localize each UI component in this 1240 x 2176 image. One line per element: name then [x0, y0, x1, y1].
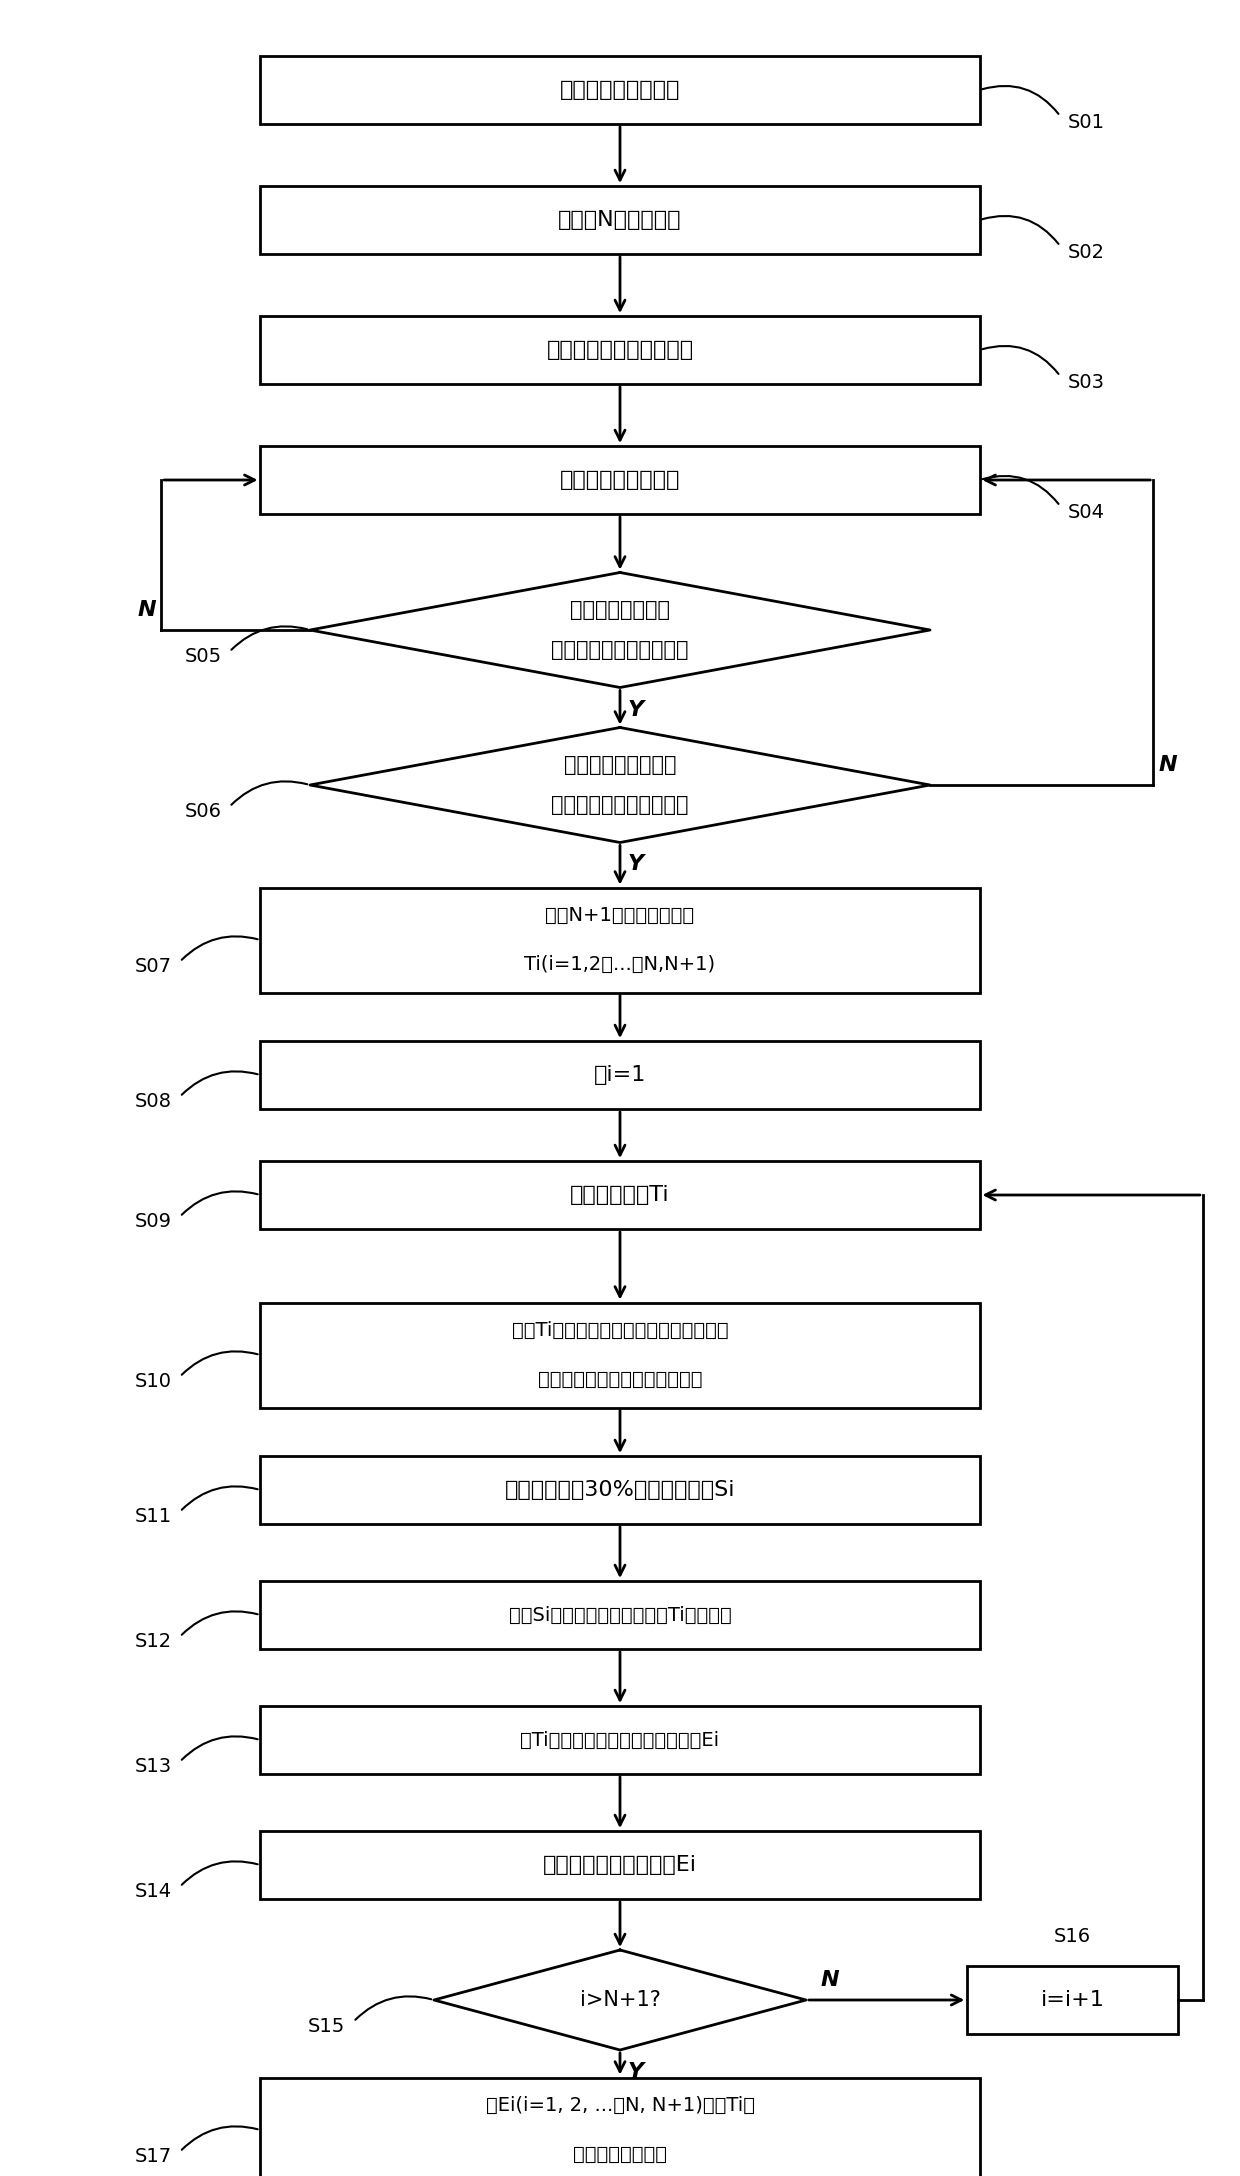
- Bar: [260, 57, 980, 124]
- Text: Y: Y: [627, 2063, 644, 2082]
- Text: 由Ei(i=1, 2, ...，N, N+1)完成Ti，: 由Ei(i=1, 2, ...，N, N+1)完成Ti，: [486, 2095, 754, 2115]
- Polygon shape: [434, 1950, 806, 2050]
- Bar: [260, 1830, 980, 1900]
- Text: S02: S02: [1068, 244, 1105, 261]
- Text: 确定型腔区域和型芯区域: 确定型腔区域和型芯区域: [547, 339, 693, 359]
- Text: 划分至同一子设计任务？: 划分至同一子设计任务？: [552, 794, 688, 816]
- Polygon shape: [310, 572, 930, 688]
- Text: Y: Y: [627, 855, 644, 875]
- Bar: [260, 1706, 980, 1773]
- Bar: [260, 888, 980, 992]
- Text: S11: S11: [135, 1506, 172, 1525]
- Bar: [260, 1303, 980, 1408]
- Text: N: N: [821, 1969, 839, 1991]
- Text: 计算Ti与细粒度历史设计数据库中每条记: 计算Ti与细粒度历史设计数据库中每条记: [512, 1321, 728, 1340]
- Text: Ti(i=1,2，...，N,N+1): Ti(i=1,2，...，N,N+1): [525, 955, 715, 973]
- Bar: [260, 185, 980, 255]
- Text: 划分为一个子设计任务？: 划分为一个子设计任务？: [552, 640, 688, 659]
- Text: S17: S17: [135, 2146, 172, 2165]
- Bar: [260, 1582, 980, 1649]
- Text: 确定模具主脱模方向: 确定模具主脱模方向: [559, 81, 681, 100]
- Polygon shape: [310, 727, 930, 842]
- Text: S05: S05: [185, 646, 222, 666]
- Text: S01: S01: [1068, 113, 1105, 133]
- Text: 设计任务子模块划分: 设计任务子模块划分: [559, 470, 681, 490]
- Text: 录间的任务相似度并按降序排序: 录间的任务相似度并按降序排序: [538, 1369, 702, 1388]
- Text: N: N: [138, 601, 156, 620]
- Text: S10: S10: [135, 1371, 172, 1390]
- Bar: [967, 1965, 1178, 2035]
- Bar: [260, 2078, 980, 2176]
- Text: 取排序后的前30%得到记录集合Si: 取排序后的前30%得到记录集合Si: [505, 1480, 735, 1499]
- Text: S09: S09: [135, 1212, 172, 1232]
- Text: Y: Y: [627, 698, 644, 720]
- Text: S13: S13: [135, 1756, 172, 1776]
- Text: S16: S16: [1054, 1928, 1091, 1945]
- Bar: [260, 446, 980, 514]
- Text: S06: S06: [185, 801, 222, 820]
- Text: 型腔区域和型芯区域: 型腔区域和型芯区域: [564, 755, 676, 775]
- Text: S12: S12: [135, 1632, 172, 1652]
- Text: S03: S03: [1068, 372, 1105, 392]
- Text: 令i=1: 令i=1: [594, 1064, 646, 1086]
- Text: S14: S14: [135, 1882, 172, 1900]
- Bar: [260, 1040, 980, 1110]
- Text: S07: S07: [135, 957, 172, 975]
- Bar: [260, 1456, 980, 1523]
- Text: S08: S08: [135, 1092, 172, 1110]
- Text: i=i+1: i=i+1: [1040, 1991, 1105, 2011]
- Text: N: N: [1158, 755, 1177, 775]
- Text: S15: S15: [309, 2017, 346, 2035]
- Text: S04: S04: [1068, 503, 1105, 522]
- Bar: [260, 316, 980, 383]
- Bar: [260, 1162, 980, 1229]
- Text: 将Ti分配至匹配度最高的设计专家Ei: 将Ti分配至匹配度最高的设计专家Ei: [521, 1730, 719, 1750]
- Text: 识别出N个侧凹特征: 识别出N个侧凹特征: [558, 211, 682, 231]
- Text: 取子设计任务Ti: 取子设计任务Ti: [570, 1186, 670, 1206]
- Text: 实现模具同步设计: 实现模具同步设计: [573, 2146, 667, 2163]
- Text: 每个侧凹特征分别: 每个侧凹特征分别: [570, 601, 670, 620]
- Text: i>N+1?: i>N+1?: [579, 1991, 661, 2011]
- Text: 将相关设计资源推送给Ei: 将相关设计资源推送给Ei: [543, 1854, 697, 1876]
- Text: 计算Si中各元素的设计专家与Ti的匹配度: 计算Si中各元素的设计专家与Ti的匹配度: [508, 1606, 732, 1625]
- Text: 得到N+1个子设计任务：: 得到N+1个子设计任务：: [546, 907, 694, 925]
